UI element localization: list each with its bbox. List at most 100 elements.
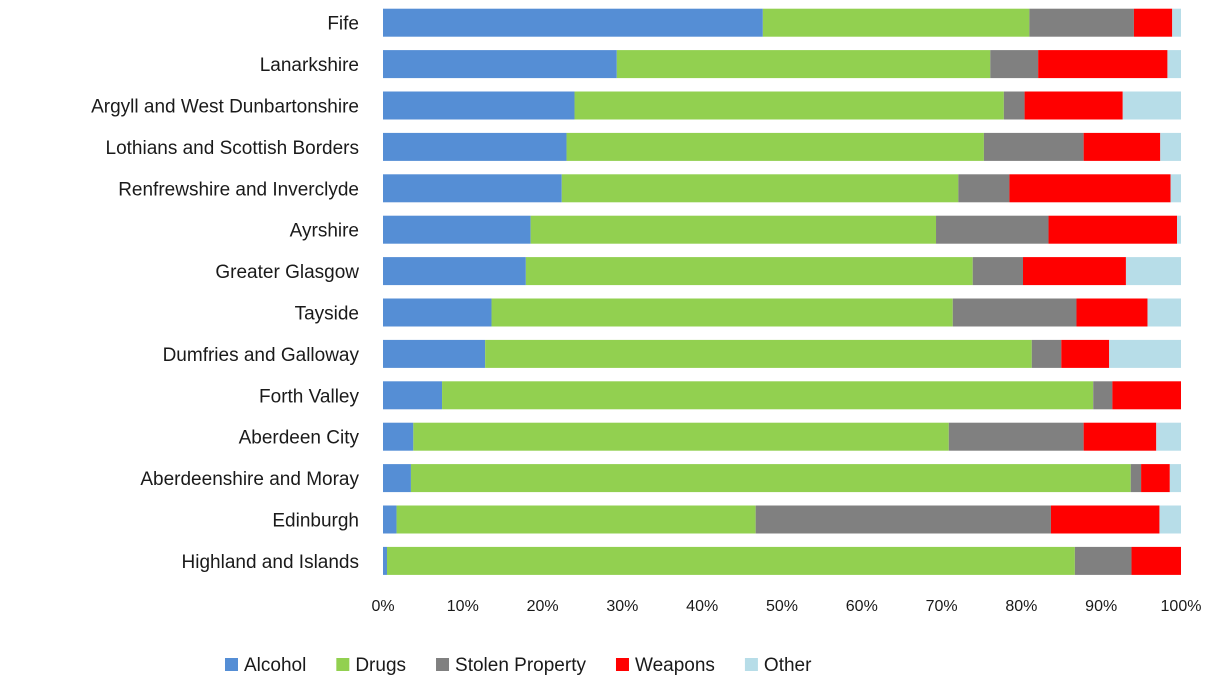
x-tick-label-5: 50% [766, 598, 798, 615]
category-label-renfrewshire-and-inverclyde: Renfrewshire and Inverclyde [118, 179, 359, 200]
bar-segment-drugs-dumfries-and-galloway [485, 339, 1032, 368]
bar-segment-other-ayrshire [1177, 215, 1181, 244]
bar-segment-alcohol-highland-and-islands [383, 546, 387, 575]
bar-segment-stolen-property-argyll-and-west-dunbartonshire [1003, 91, 1025, 120]
bar-segment-alcohol-lothians-and-scottish-borders [383, 132, 567, 161]
category-label-lanarkshire: Lanarkshire [260, 55, 359, 76]
legend: Alcohol Drugs Stolen Property Weapons Other [225, 655, 812, 676]
bar-segment-other-tayside [1147, 298, 1181, 327]
category-label-lothians-and-scottish-borders: Lothians and Scottish Borders [106, 138, 360, 159]
bar-segment-stolen-property-greater-glasgow [972, 257, 1023, 286]
bar-segment-other-aberdeen-city [1156, 422, 1181, 451]
legend-label-stolen-property: Stolen Property [455, 655, 586, 676]
category-label-forth-valley: Forth Valley [259, 386, 359, 407]
category-labels: Fife Lanarkshire Argyll and West Dunbarton… [91, 14, 359, 573]
legend-label-other: Other [764, 655, 812, 676]
bar-segment-drugs-aberdeen-city [413, 422, 949, 451]
bar-segment-stolen-property-lothians-and-scottish-borders [983, 132, 1084, 161]
bar-segment-drugs-lanarkshire [616, 50, 991, 79]
bar-segment-other-renfrewshire-and-inverclyde [1170, 174, 1181, 203]
bar-segment-weapons-forth-valley [1112, 381, 1181, 410]
x-tick-label-10: 100% [1161, 598, 1202, 615]
bar-segment-alcohol-ayrshire [383, 215, 531, 244]
legend-swatch-alcohol [225, 658, 238, 671]
bar-segment-alcohol-fife [383, 8, 763, 37]
bar-segment-other-aberdeenshire-and-moray [1169, 464, 1181, 493]
bar-segment-alcohol-lanarkshire [383, 50, 617, 79]
legend-swatch-other [744, 658, 758, 671]
bar-segment-other-lanarkshire [1167, 50, 1181, 79]
category-label-aberdeenshire-and-moray: Aberdeenshire and Moray [140, 469, 359, 490]
bar-segment-alcohol-aberdeenshire-and-moray [383, 464, 411, 493]
bar-segment-weapons-tayside [1076, 298, 1148, 327]
bar-segment-drugs-ayrshire [530, 215, 937, 244]
legend-label-alcohol: Alcohol [244, 655, 306, 676]
x-tick-label-1: 10% [447, 598, 479, 615]
bar-segment-weapons-fife [1133, 8, 1173, 37]
bar-segment-other-dumfries-and-galloway [1109, 339, 1181, 368]
bar-segment-other-lothians-and-scottish-borders [1160, 132, 1181, 161]
legend-swatch-weapons [615, 658, 629, 671]
bar-segment-alcohol-dumfries-and-galloway [383, 339, 486, 368]
x-axis: 0% 10% 20% 30% 40% 50% 60% 70% 80% 90% 100% [371, 598, 1201, 615]
bar-segment-drugs-forth-valley [442, 381, 1094, 410]
bar-segment-drugs-lothians-and-scottish-borders [566, 132, 984, 161]
bar-segment-stolen-property-renfrewshire-and-inverclyde [958, 174, 1010, 203]
bar-segment-weapons-edinburgh [1050, 505, 1160, 534]
bar-segment-stolen-property-edinburgh [755, 505, 1051, 534]
category-label-highland-and-islands: Highland and Islands [182, 552, 359, 573]
bar-segment-other-fife [1172, 8, 1181, 37]
bar-segment-stolen-property-tayside [952, 298, 1077, 327]
bar-segment-alcohol-greater-glasgow [383, 257, 526, 286]
category-label-ayrshire: Ayrshire [290, 221, 359, 242]
category-label-aberdeen-city: Aberdeen City [239, 428, 360, 449]
bar-segment-alcohol-forth-valley [383, 381, 443, 410]
bar-segment-weapons-aberdeen-city [1083, 422, 1157, 451]
bar-segment-weapons-lothians-and-scottish-borders [1083, 132, 1161, 161]
x-tick-label-0: 0% [371, 598, 394, 615]
bar-segment-weapons-greater-glasgow [1022, 257, 1126, 286]
bar-segment-alcohol-aberdeen-city [383, 422, 414, 451]
bar-segment-drugs-tayside [491, 298, 953, 327]
bar-segment-other-edinburgh [1159, 505, 1181, 534]
bar-segment-drugs-renfrewshire-and-inverclyde [561, 174, 959, 203]
bar-segment-stolen-property-fife [1029, 8, 1134, 37]
category-label-tayside: Tayside [295, 304, 359, 325]
bar-segment-weapons-dumfries-and-galloway [1061, 339, 1110, 368]
bar-segment-stolen-property-ayrshire [936, 215, 1049, 244]
category-label-edinburgh: Edinburgh [272, 511, 359, 532]
bar-segment-stolen-property-highland-and-islands [1074, 546, 1132, 575]
bar-segment-drugs-edinburgh [396, 505, 756, 534]
bar-segment-alcohol-tayside [383, 298, 492, 327]
legend-label-weapons: Weapons [635, 655, 715, 676]
bar-segment-alcohol-edinburgh [383, 505, 397, 534]
legend-swatch-stolen-property [436, 658, 450, 671]
bar-segment-drugs-aberdeenshire-and-moray [410, 464, 1131, 493]
x-tick-label-3: 30% [606, 598, 638, 615]
bar-segment-weapons-highland-and-islands [1131, 546, 1181, 575]
bar-segment-drugs-highland-and-islands [386, 546, 1075, 575]
bar-segment-stolen-property-aberdeen-city [948, 422, 1084, 451]
bar-segment-weapons-aberdeenshire-and-moray [1141, 464, 1170, 493]
bar-segment-weapons-ayrshire [1048, 215, 1178, 244]
bar-segment-drugs-argyll-and-west-dunbartonshire [574, 91, 1004, 120]
legend-label-drugs: Drugs [355, 655, 406, 676]
bar-segment-stolen-property-dumfries-and-galloway [1031, 339, 1062, 368]
x-tick-label-7: 70% [926, 598, 958, 615]
bar-segment-stolen-property-forth-valley [1093, 381, 1113, 410]
bar-segment-other-greater-glasgow [1125, 257, 1181, 286]
bar-segment-weapons-renfrewshire-and-inverclyde [1009, 174, 1171, 203]
x-tick-label-4: 40% [686, 598, 718, 615]
category-label-fife: Fife [327, 14, 359, 35]
bar-segment-stolen-property-lanarkshire [990, 50, 1039, 79]
x-tick-label-9: 90% [1085, 598, 1117, 615]
bar-segment-weapons-argyll-and-west-dunbartonshire [1024, 91, 1123, 120]
bar-segment-stolen-property-aberdeenshire-and-moray [1130, 464, 1142, 493]
x-tick-label-8: 80% [1005, 598, 1037, 615]
bars-layer [383, 8, 1181, 575]
bar-segment-drugs-fife [762, 8, 1030, 37]
bar-segment-alcohol-renfrewshire-and-inverclyde [383, 174, 562, 203]
bar-segment-alcohol-argyll-and-west-dunbartonshire [383, 91, 575, 120]
